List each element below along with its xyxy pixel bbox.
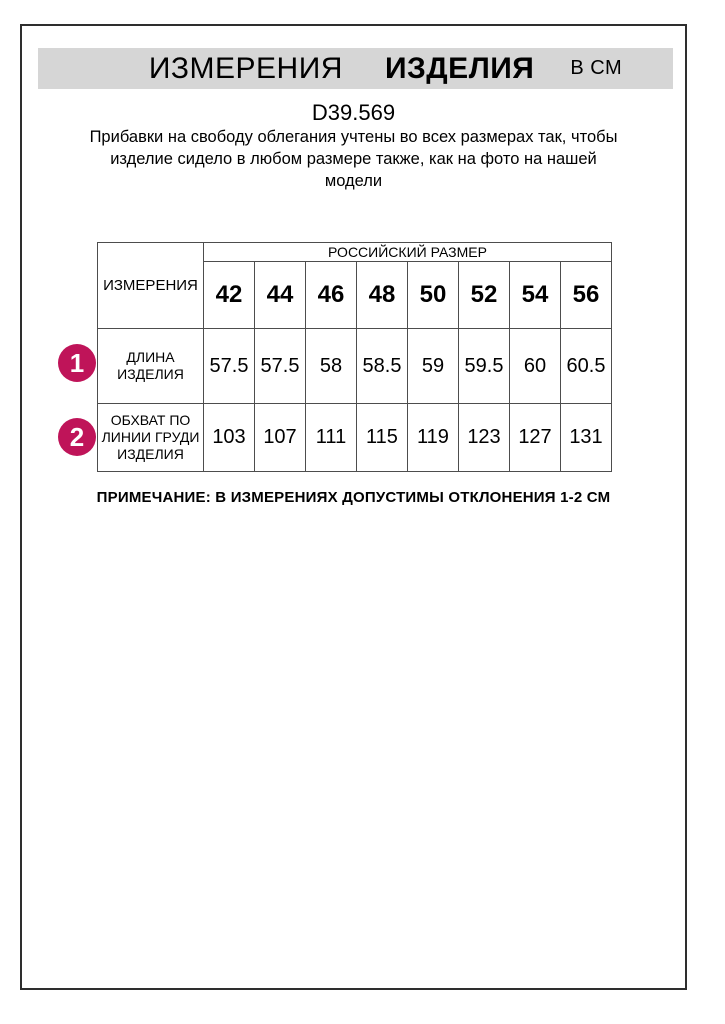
chest-value-42: 103: [203, 403, 255, 472]
description-line-3: модели: [324, 172, 383, 190]
description-line-2: изделие сидело в любом размере также, ка…: [110, 150, 597, 168]
article-code: D39.569: [311, 100, 396, 125]
chest-value-56: 131: [560, 403, 612, 472]
length-value-48: 58.5: [356, 328, 408, 404]
size-header-48: 48: [356, 261, 408, 329]
chest-value-52: 123: [458, 403, 510, 472]
size-header-50: 50: [407, 261, 459, 329]
size-header-56: 56: [560, 261, 612, 329]
size-header-52: 52: [458, 261, 510, 329]
description-line-1: Прибавки на свободу облегания учтены во …: [89, 128, 618, 146]
chest-value-46: 111: [305, 403, 357, 472]
row-marker-1: 1: [58, 344, 96, 382]
table-row-sizes: 42 44 46 48 50 52 54 56: [98, 261, 612, 329]
length-value-50: 59: [407, 328, 459, 404]
row-marker-2: 2: [58, 418, 96, 456]
chest-value-54: 127: [509, 403, 561, 472]
chest-value-50: 119: [407, 403, 459, 472]
size-header-54: 54: [509, 261, 561, 329]
size-header-42: 42: [203, 261, 255, 329]
row-label-length: ДЛИНА ИЗДЕЛИЯ: [97, 328, 204, 404]
length-value-42: 57.5: [203, 328, 255, 404]
note-text: ПРИМЕЧАНИЕ: В ИЗМЕРЕНИЯХ ДОПУСТИМЫ ОТКЛО…: [96, 489, 611, 506]
header-unit-label: В СМ: [570, 57, 623, 79]
table-row-length: ДЛИНА ИЗДЕЛИЯ 57.5 57.5 58 58.5 59 59.5 …: [97, 328, 612, 404]
size-measurements-table: ИЗМЕРЕНИЯ РОССИЙСКИЙ РАЗМЕР 42 44 46 48 …: [97, 242, 612, 472]
header-title-measurements: ИЗМЕРЕНИЯ: [148, 51, 343, 85]
description-paragraph: Прибавки на свободу облегания учтены во …: [22, 126, 685, 192]
table-row-size-group: ИЗМЕРЕНИЯ РОССИЙСКИЙ РАЗМЕР: [97, 242, 612, 329]
header-title-product: ИЗДЕЛИЯ: [384, 51, 535, 85]
chest-value-44: 107: [254, 403, 306, 472]
size-header-44: 44: [254, 261, 306, 329]
table-row-chest: ОБХВАТ ПО ЛИНИИ ГРУДИ ИЗДЕЛИЯ 103 107 11…: [97, 403, 612, 472]
length-value-46: 58: [305, 328, 357, 404]
length-value-44: 57.5: [254, 328, 306, 404]
size-group-header: РОССИЙСКИЙ РАЗМЕР: [203, 242, 612, 262]
page-frame: ИЗМЕРЕНИЯ ИЗДЕЛИЯ В СМ D39.569 Прибавки …: [20, 24, 687, 990]
header-bar: ИЗМЕРЕНИЯ ИЗДЕЛИЯ В СМ: [38, 48, 673, 89]
chest-value-48: 115: [356, 403, 408, 472]
size-header-46: 46: [305, 261, 357, 329]
row-label-chest: ОБХВАТ ПО ЛИНИИ ГРУДИ ИЗДЕЛИЯ: [97, 403, 204, 472]
length-value-56: 60.5: [560, 328, 612, 404]
length-value-54: 60: [509, 328, 561, 404]
table-corner-header: ИЗМЕРЕНИЯ: [97, 242, 204, 329]
length-value-52: 59.5: [458, 328, 510, 404]
